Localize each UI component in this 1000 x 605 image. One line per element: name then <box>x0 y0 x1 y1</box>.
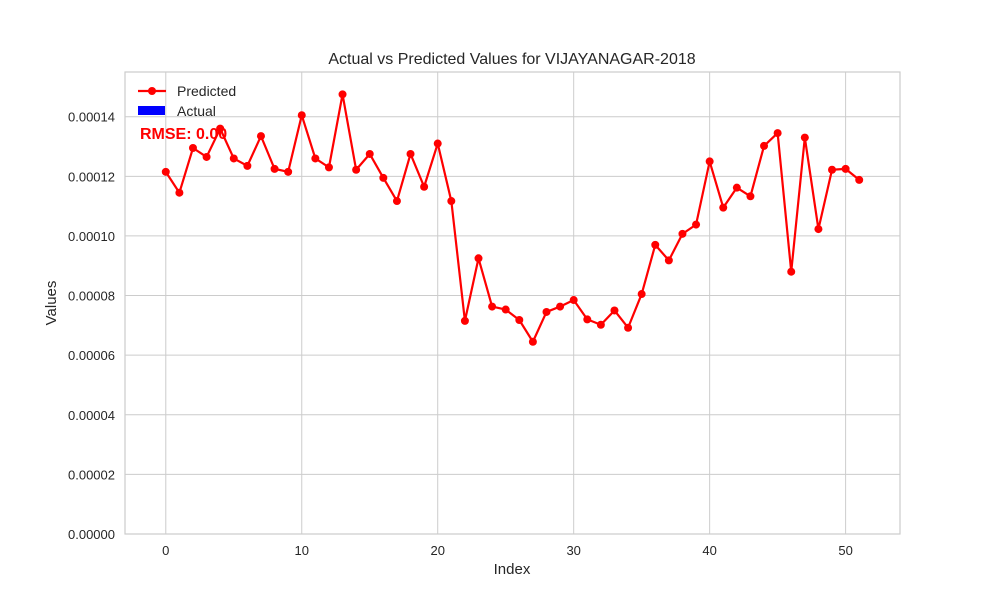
predicted-point <box>746 192 755 201</box>
legend-actual-label: Actual <box>177 103 216 119</box>
predicted-point <box>515 315 524 324</box>
predicted-point <box>624 323 633 332</box>
predicted-point <box>202 152 211 161</box>
predicted-point <box>841 164 850 173</box>
predicted-point <box>773 129 782 138</box>
predicted-series-line <box>164 93 860 343</box>
predicted-point <box>324 163 333 172</box>
predicted-point <box>678 229 687 238</box>
chart-title: Actual vs Predicted Values for VIJAYANAG… <box>328 51 695 68</box>
predicted-point <box>447 197 456 206</box>
predicted-point <box>270 164 279 173</box>
predicted-point <box>161 167 170 176</box>
predicted-point <box>664 256 673 265</box>
predicted-point <box>420 182 429 191</box>
y-tick-label: 0.00002 <box>68 467 115 482</box>
predicted-point <box>488 302 497 311</box>
legend-predicted-label: Predicted <box>177 83 236 99</box>
x-tick-label: 10 <box>295 543 309 558</box>
y-tick-label: 0.00010 <box>68 229 115 244</box>
predicted-point <box>392 197 401 206</box>
predicted-point <box>284 167 293 176</box>
predicted-point <box>800 133 809 142</box>
plot-series <box>161 90 864 346</box>
predicted-point <box>596 320 605 329</box>
predicted-point <box>556 302 565 311</box>
predicted-point <box>175 188 184 197</box>
predicted-point <box>732 183 741 192</box>
predicted-point <box>692 220 701 229</box>
y-tick-label: 0.00008 <box>68 289 115 304</box>
predicted-point <box>216 124 225 133</box>
predicted-point <box>569 296 578 305</box>
predicted-point <box>610 306 619 315</box>
y-axis-label: Values <box>43 281 60 326</box>
legend-actual-swatch <box>138 106 165 115</box>
predicted-point <box>460 316 469 325</box>
predicted-point <box>828 165 837 174</box>
predicted-point <box>760 141 769 150</box>
predicted-point <box>365 149 374 158</box>
predicted-point <box>406 149 415 158</box>
legend-predicted-swatch-marker <box>148 87 156 95</box>
x-tick-label: 30 <box>566 543 580 558</box>
predicted-point <box>814 225 823 234</box>
y-tick-label: 0.00012 <box>68 169 115 184</box>
rmse-annotation: RMSE: 0.00 <box>140 126 227 143</box>
predicted-point <box>501 305 510 314</box>
predicted-point <box>528 337 537 346</box>
predicted-point <box>297 111 306 120</box>
predicted-point <box>705 157 714 166</box>
x-tick-label: 0 <box>162 543 169 558</box>
grid <box>125 72 900 535</box>
predicted-point <box>787 267 796 276</box>
predicted-point <box>256 132 265 141</box>
predicted-point <box>542 307 551 316</box>
predicted-point <box>474 254 483 263</box>
predicted-point <box>338 90 347 99</box>
plot-frame <box>124 71 901 535</box>
predicted-point <box>719 203 728 212</box>
x-tick-label: 20 <box>430 543 444 558</box>
predicted-point <box>637 290 646 299</box>
predicted-point <box>855 175 864 184</box>
x-tick-label: 50 <box>838 543 852 558</box>
predicted-point <box>243 161 252 170</box>
predicted-point <box>433 139 442 148</box>
y-tick-label: 0.00006 <box>68 348 115 363</box>
x-tick-label: 40 <box>702 543 716 558</box>
predicted-point <box>379 173 388 182</box>
y-tick-label: 0.00014 <box>68 110 115 125</box>
predicted-point <box>583 315 592 324</box>
predicted-point <box>229 154 238 163</box>
predicted-point <box>188 144 197 153</box>
predicted-point <box>311 154 320 163</box>
y-tick-label: 0.00000 <box>68 527 115 542</box>
y-tick-label: 0.00004 <box>68 408 115 423</box>
x-axis-label: Index <box>494 561 531 578</box>
tick-labels: 0 10 20 30 40 50 0.00000 0.00002 0.00004 0.00006 0… <box>68 110 853 558</box>
legend: Predicted Actual <box>138 83 236 119</box>
predicted-point <box>352 165 361 174</box>
predicted-point <box>651 240 660 249</box>
